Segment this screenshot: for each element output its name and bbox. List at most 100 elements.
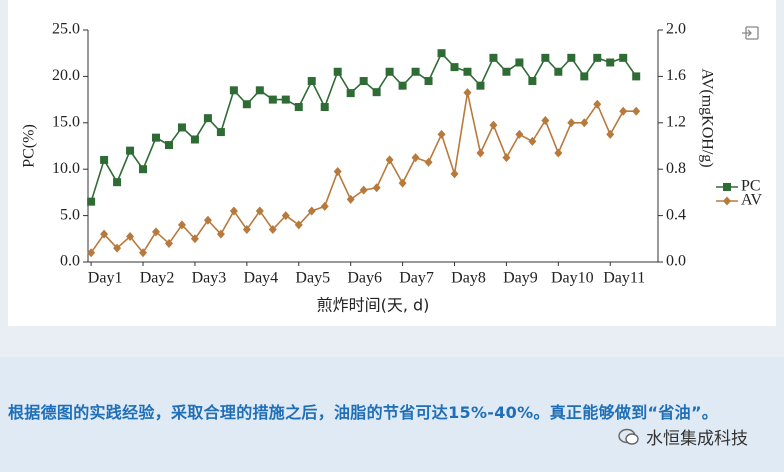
- data-point: [346, 194, 355, 204]
- data-point: [502, 153, 511, 163]
- wechat-icon: [618, 428, 639, 445]
- data-point: [268, 95, 277, 104]
- data-point: [139, 248, 148, 258]
- data-point: [100, 155, 109, 164]
- data-point: [398, 178, 407, 188]
- data-point: [216, 229, 225, 239]
- data-point: [229, 206, 238, 216]
- data-point: [632, 106, 641, 116]
- data-point: [398, 81, 407, 90]
- data-point: [320, 103, 329, 112]
- data-point: [424, 157, 433, 167]
- legend-marker: [723, 196, 731, 206]
- data-point: [619, 106, 628, 116]
- data-point: [359, 185, 368, 195]
- data-point: [541, 53, 550, 62]
- x-tick-label: Day11: [603, 270, 645, 287]
- y2-tick-label: 0.4: [666, 206, 686, 223]
- data-point: [593, 99, 602, 109]
- data-point: [255, 86, 264, 95]
- data-point: [203, 215, 212, 225]
- legend-label: PC: [741, 178, 761, 195]
- y2-tick-label: 0.0: [666, 253, 686, 270]
- x-axis-label: 煎炸时间(天, d): [317, 296, 430, 315]
- data-point: [152, 227, 161, 237]
- x-tick-label: Day7: [399, 270, 434, 287]
- data-point: [463, 88, 472, 98]
- data-point: [606, 129, 615, 139]
- data-point: [489, 53, 498, 62]
- data-point: [126, 146, 135, 155]
- data-point: [177, 220, 186, 230]
- y2-tick-label: 2.0: [666, 21, 686, 38]
- data-point: [385, 67, 394, 76]
- y-tick-label: 25.0: [52, 21, 80, 38]
- data-point: [294, 103, 303, 112]
- data-point: [164, 238, 173, 248]
- x-tick-label: Day5: [295, 270, 330, 287]
- data-point: [580, 72, 589, 81]
- x-tick-label: Day4: [244, 270, 279, 287]
- data-point: [424, 77, 433, 86]
- data-point: [255, 206, 264, 216]
- data-point: [372, 88, 381, 97]
- data-point: [528, 136, 537, 146]
- data-point: [515, 129, 524, 139]
- y-tick-label: 5.0: [60, 206, 80, 223]
- x-tick-label: Day1: [88, 270, 123, 287]
- y-axis-label: PC(%): [21, 124, 38, 168]
- data-point: [619, 53, 628, 62]
- data-point: [606, 58, 615, 67]
- data-point: [203, 114, 212, 123]
- y2-tick-label: 0.8: [666, 160, 686, 177]
- data-point: [139, 165, 148, 174]
- data-point: [229, 86, 238, 95]
- data-point: [567, 118, 576, 128]
- data-point: [580, 118, 589, 128]
- data-point: [113, 178, 122, 187]
- export-icon[interactable]: [742, 26, 759, 40]
- legend-label: AV: [741, 192, 762, 209]
- x-tick-label: Day10: [551, 270, 594, 287]
- data-point: [177, 123, 186, 132]
- y2-axis-label: AV(mgKOH/g): [698, 68, 715, 167]
- data-point: [372, 183, 381, 193]
- data-point: [476, 81, 485, 90]
- watermark-box: 水恒集成科技: [618, 424, 748, 449]
- data-point: [190, 234, 199, 244]
- data-point: [541, 115, 550, 125]
- data-point: [242, 100, 251, 109]
- data-point: [502, 67, 511, 76]
- data-point: [346, 89, 355, 98]
- data-point: [593, 53, 602, 62]
- data-point: [476, 148, 485, 158]
- y-tick-label: 10.0: [52, 160, 80, 177]
- caption-band: [0, 357, 784, 472]
- caption: 根据德图的实践经验，采取合理的措施之后，油脂的节省可达15%-40%。真正能够做…: [8, 403, 719, 422]
- data-point: [450, 63, 459, 72]
- data-point: [554, 67, 563, 76]
- watermark: 水恒集成科技: [646, 429, 748, 449]
- data-point: [333, 67, 342, 76]
- data-point: [164, 141, 173, 150]
- data-point: [554, 148, 563, 158]
- data-point: [126, 231, 135, 241]
- data-point: [632, 72, 641, 81]
- data-point: [307, 206, 316, 216]
- data-point: [489, 120, 498, 130]
- y-tick-label: 0.0: [60, 253, 80, 270]
- data-point: [216, 128, 225, 137]
- y2-tick-label: 1.2: [666, 113, 686, 130]
- data-point: [113, 243, 122, 253]
- data-point: [437, 49, 446, 58]
- x-tick-label: Day2: [140, 270, 175, 287]
- data-point: [359, 77, 368, 86]
- data-point: [152, 133, 161, 142]
- data-point: [333, 167, 342, 177]
- data-point: [320, 201, 329, 211]
- data-point: [87, 197, 96, 206]
- data-point: [268, 225, 277, 235]
- data-point: [281, 211, 290, 221]
